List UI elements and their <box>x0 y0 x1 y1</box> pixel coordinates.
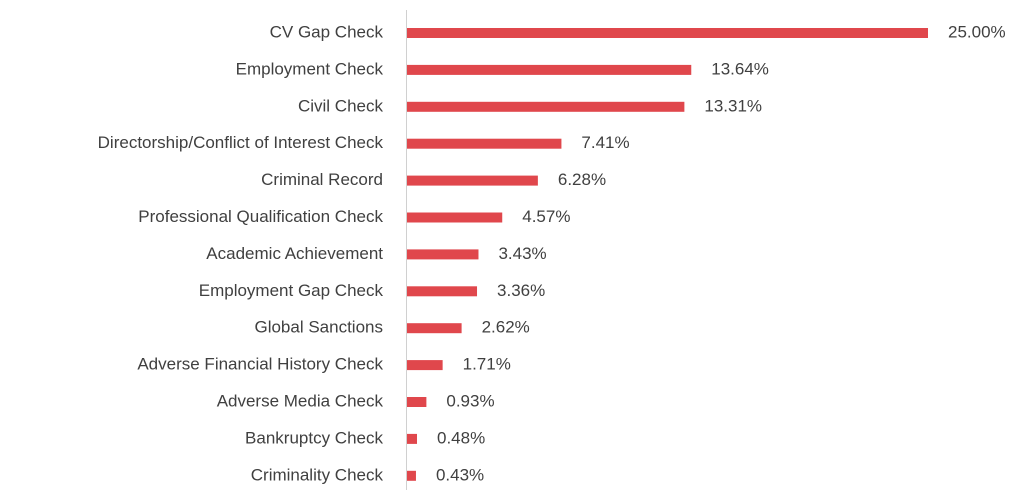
data-label: 0.43% <box>436 465 484 484</box>
bar <box>407 249 479 260</box>
y-tick-label: Professional Qualification Check <box>138 207 383 226</box>
y-tick-label: Employment Check <box>236 59 384 78</box>
data-label: 2.62% <box>482 318 530 337</box>
y-tick-label: CV Gap Check <box>270 22 384 41</box>
data-label: 0.48% <box>437 428 485 447</box>
bar <box>407 323 462 334</box>
bar <box>407 212 503 223</box>
bar <box>407 64 692 75</box>
bar <box>407 286 478 297</box>
y-tick-label: Civil Check <box>298 96 384 115</box>
bar <box>407 360 443 371</box>
bar <box>407 138 562 149</box>
bar <box>407 28 928 38</box>
data-label: 6.28% <box>558 170 606 189</box>
bar <box>407 433 418 444</box>
data-label: 25.00% <box>948 22 1006 41</box>
data-label: 13.31% <box>704 96 762 115</box>
data-label: 0.93% <box>446 391 494 410</box>
data-label: 1.71% <box>463 355 511 374</box>
y-tick-label: Directorship/Conflict of Interest Check <box>98 133 384 152</box>
data-label: 4.57% <box>522 207 570 226</box>
bar <box>407 101 685 112</box>
y-tick-label: Adverse Financial History Check <box>137 355 383 374</box>
y-tick-label: Global Sanctions <box>254 318 383 337</box>
data-label: 3.43% <box>498 244 546 263</box>
data-label: 3.36% <box>497 281 545 300</box>
data-label: 13.64% <box>711 59 769 78</box>
bar <box>407 397 427 407</box>
y-tick-label: Criminality Check <box>251 465 384 484</box>
data-label: 7.41% <box>581 133 629 152</box>
y-tick-label: Academic Achievement <box>206 244 383 263</box>
y-tick-label: Bankruptcy Check <box>245 428 383 447</box>
y-tick-label: Employment Gap Check <box>199 281 384 300</box>
y-tick-label: Criminal Record <box>261 170 383 189</box>
bar <box>407 175 538 186</box>
y-tick-label: Adverse Media Check <box>217 391 384 410</box>
bar <box>407 470 416 481</box>
